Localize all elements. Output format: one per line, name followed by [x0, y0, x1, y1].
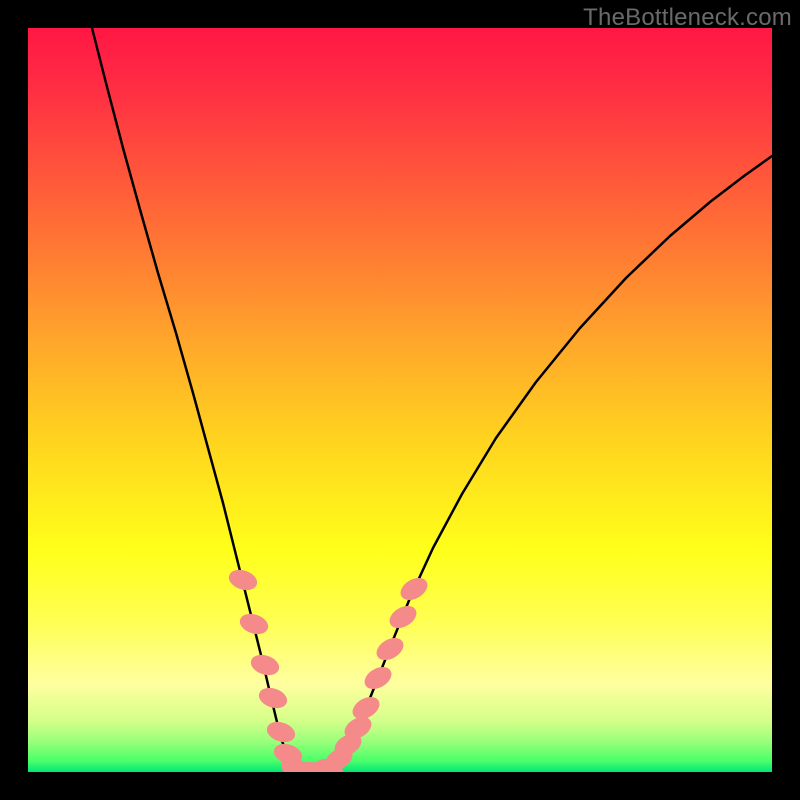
watermark-text: TheBottleneck.com — [583, 4, 792, 32]
marker — [257, 685, 289, 711]
marker — [249, 652, 281, 678]
plot-area — [28, 28, 772, 772]
marker — [386, 602, 419, 632]
marker — [265, 719, 297, 745]
marker — [397, 574, 430, 604]
bottleneck-curve — [92, 28, 772, 772]
chart-root: TheBottleneck.com — [0, 0, 800, 800]
marker — [373, 634, 406, 664]
marker — [361, 663, 394, 693]
curve-layer — [28, 28, 772, 772]
data-markers — [227, 567, 431, 772]
marker — [227, 567, 259, 593]
marker — [238, 611, 270, 637]
